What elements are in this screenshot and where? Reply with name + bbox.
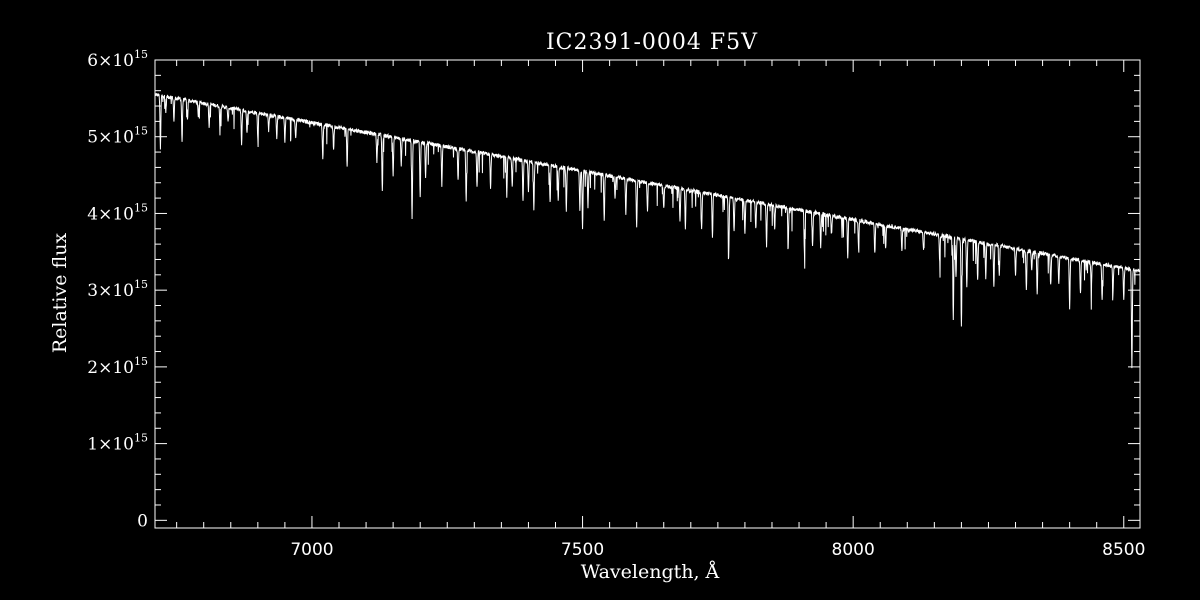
y-axis-label: Relative flux [49, 233, 71, 354]
x-tick-label: 8000 [832, 540, 875, 560]
y-tick-label: 0 [137, 511, 148, 531]
y-tick-label: 3×1015 [87, 278, 148, 301]
plot-frame [154, 59, 1141, 529]
y-tick-label: 1×1015 [87, 432, 148, 455]
axes: 7000 7500 8000 8500 0 1×1015 2×1015 3×1015 4×101… [87, 48, 1145, 560]
y-tick-label: 4×1015 [87, 201, 148, 224]
x-tick-label: 7000 [290, 540, 333, 560]
x-axis-label: Wavelength, Å [581, 561, 720, 583]
y-tick-label: 2×1015 [87, 355, 148, 378]
spectrum-series [154, 92, 1141, 369]
chart-title: IC2391-0004 F5V [546, 30, 758, 55]
y-tick-label: 5×1015 [87, 125, 148, 148]
spectrum-line [154, 92, 1141, 369]
x-tick-label: 7500 [561, 540, 604, 560]
y-tick-label: 6×1015 [87, 48, 148, 71]
x-tick-label: 8500 [1102, 540, 1145, 560]
